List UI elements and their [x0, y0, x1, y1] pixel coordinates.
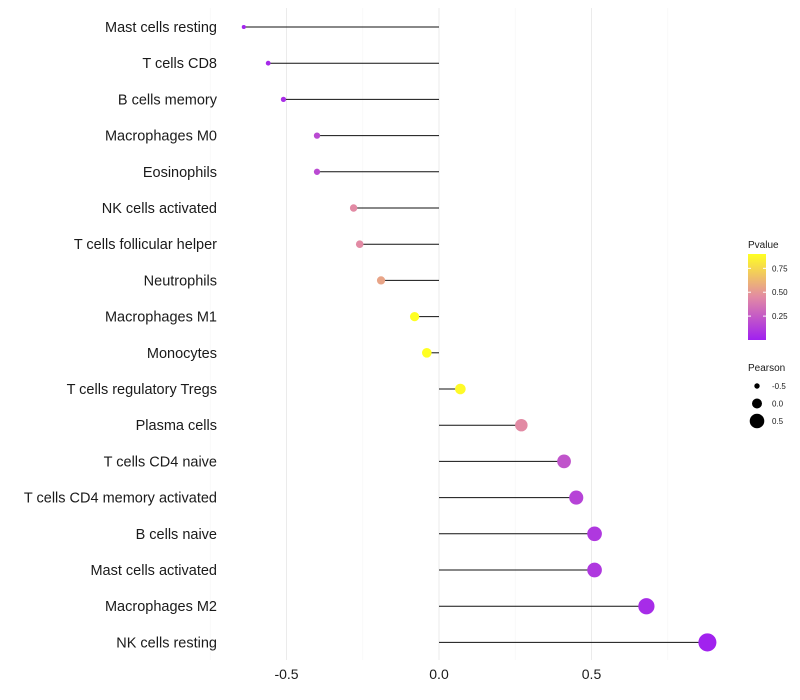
- lollipop-point: [280, 96, 287, 103]
- category-label: B cells naive: [136, 527, 217, 543]
- lollipop-point: [638, 598, 655, 615]
- x-tick-label: -0.5: [274, 666, 298, 682]
- category-label: NK cells activated: [102, 201, 217, 217]
- category-label: Monocytes: [147, 346, 217, 362]
- lollipop-point: [455, 383, 466, 395]
- category-label: T cells CD4 naive: [104, 454, 217, 470]
- category-label: T cells follicular helper: [74, 237, 217, 253]
- size-legend-point: [749, 413, 765, 429]
- pvalue-colorbar: [748, 254, 766, 340]
- grid-lines: [209, 8, 669, 660]
- category-label: Macrophages M0: [105, 129, 217, 145]
- pvalue-legend-title: Pvalue: [748, 240, 779, 251]
- lollipop-point: [587, 562, 602, 578]
- colorbar-tick-label: 0.75: [772, 264, 788, 273]
- lollipop-stems: [243, 26, 708, 643]
- pvalue-legend: Pvalue 0.25 0.50 0.75: [748, 240, 788, 340]
- colorbar-tick-label: 0.25: [772, 312, 788, 321]
- pearson-legend: Pearson -0.5 0.0 0.5: [748, 363, 786, 429]
- lollipop-point: [515, 418, 528, 432]
- pearson-legend-title: Pearson: [748, 363, 785, 374]
- category-label: NK cells resting: [116, 635, 217, 651]
- lollipop-point: [587, 526, 602, 542]
- lollipop-point: [265, 60, 271, 66]
- lollipop-point: [376, 276, 386, 285]
- lollipop-point: [409, 311, 420, 322]
- category-label: Plasma cells: [136, 418, 217, 434]
- lollipop-point: [557, 454, 571, 469]
- category-label: Neutrophils: [144, 273, 217, 289]
- category-label: Macrophages M1: [105, 310, 217, 326]
- lollipop-point: [241, 24, 246, 30]
- size-legend-point: [754, 383, 760, 389]
- colorbar-tick-label: 0.50: [772, 288, 788, 297]
- x-axis-tick-labels: -0.5 0.0 0.5: [274, 666, 601, 682]
- lollipop-point: [421, 347, 432, 358]
- category-label: Macrophages M2: [105, 599, 217, 615]
- category-label: Mast cells activated: [90, 563, 217, 579]
- category-label: B cells memory: [118, 92, 218, 108]
- size-legend-point: [752, 398, 762, 409]
- lollipop-point: [313, 168, 321, 175]
- lollipop-points: [241, 24, 717, 652]
- size-legend-label: 0.0: [772, 400, 784, 409]
- lollipop-point: [569, 490, 584, 505]
- x-tick-label: 0.5: [582, 666, 602, 682]
- category-labels: Mast cells resting T cells CD8 B cells mem…: [24, 20, 218, 651]
- lollipop-point: [313, 132, 321, 139]
- category-label: T cells CD8: [142, 56, 217, 72]
- category-label: T cells CD4 memory activated: [24, 491, 217, 507]
- lollipop-point: [349, 204, 358, 212]
- lollipop-point: [355, 240, 364, 248]
- size-legend-label: 0.5: [772, 417, 784, 426]
- category-label: Mast cells resting: [105, 20, 217, 36]
- lollipop-point: [698, 633, 717, 652]
- x-tick-label: 0.0: [429, 666, 449, 682]
- category-label: T cells regulatory Tregs: [67, 382, 217, 398]
- size-legend-label: -0.5: [772, 382, 786, 391]
- category-label: Eosinophils: [143, 165, 217, 181]
